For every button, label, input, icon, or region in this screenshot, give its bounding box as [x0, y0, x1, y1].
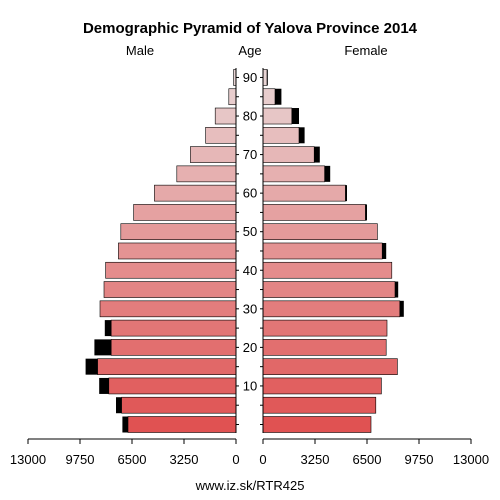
male-excess-25-29	[104, 320, 112, 337]
age-tick-label: 60	[243, 186, 257, 201]
male-bar-45-49	[118, 242, 237, 260]
female-bar-20-24	[262, 339, 387, 356]
male-x-tick-label: 13000	[10, 452, 46, 467]
female-bar-75-79	[262, 127, 300, 144]
male-excess-0-4	[122, 416, 128, 433]
age-label: Age	[238, 43, 261, 58]
female-bar-40-44	[262, 261, 393, 279]
male-excess-20-24	[94, 339, 112, 356]
female-x-tick-label: 6500	[353, 452, 382, 467]
bars-group	[85, 69, 404, 433]
female-bar-15-19	[262, 358, 398, 375]
female-bar-90+	[262, 69, 268, 86]
male-bar-35-39	[103, 281, 237, 298]
male-bar-30-34	[99, 300, 237, 318]
female-bar-55-59	[262, 204, 366, 221]
male-x-tick-label: 9750	[66, 452, 95, 467]
female-x-tick-label: 13000	[453, 452, 489, 467]
age-tick-label: 20	[243, 340, 257, 355]
female-bar-85-89	[262, 88, 276, 106]
female-bar-30-34	[262, 300, 401, 318]
axes-group: 10 20 30 40 50 60 70 80 90 13000 9750 6500 3250 0 0 325…	[10, 68, 489, 467]
female-excess-55-59	[365, 204, 367, 221]
age-tick-label: 50	[243, 224, 257, 239]
male-x-tick-label: 3250	[170, 452, 199, 467]
female-bar-60-64	[262, 184, 346, 202]
male-excess-15-19	[85, 358, 98, 375]
female-x-tick-label: 0	[259, 452, 266, 467]
male-bar-60-64	[154, 184, 237, 202]
age-tick-label: 40	[243, 263, 257, 278]
age-tick-label: 30	[243, 301, 257, 316]
female-bar-80-84	[262, 107, 293, 125]
female-excess-85-89	[275, 88, 282, 105]
source-label: www.iz.sk/RTR425	[195, 478, 305, 493]
female-excess-70-74	[314, 146, 320, 163]
male-bar-75-79	[205, 127, 237, 144]
age-tick-label: 90	[243, 70, 257, 85]
male-bar-80-84	[214, 107, 237, 125]
female-excess-60-64	[345, 185, 347, 202]
male-x-tick-label: 0	[232, 452, 239, 467]
male-bar-55-59	[133, 204, 237, 221]
female-excess-65-69	[324, 165, 331, 182]
female-label: Female	[344, 43, 387, 58]
female-excess-80-84	[291, 108, 299, 125]
male-bar-50-54	[120, 223, 237, 240]
male-bar-65-69	[176, 165, 237, 183]
female-x-tick-label: 3250	[301, 452, 330, 467]
male-bar-10-14	[108, 377, 237, 395]
female-bar-45-49	[262, 242, 383, 260]
male-excess-5-9	[116, 397, 122, 414]
female-excess-75-79	[299, 127, 305, 144]
female-bar-5-9	[262, 396, 377, 414]
male-bar-0-4	[127, 416, 237, 433]
female-bar-35-39	[262, 281, 396, 298]
female-bar-0-4	[262, 416, 372, 433]
male-excess-10-14	[99, 377, 109, 394]
female-bar-10-14	[262, 377, 382, 395]
female-bar-70-74	[262, 146, 315, 163]
male-x-tick-label: 6500	[118, 452, 147, 467]
female-excess-30-34	[399, 300, 404, 317]
age-tick-label: 80	[243, 109, 257, 124]
female-excess-90+	[267, 69, 268, 86]
female-bar-50-54	[262, 223, 378, 240]
female-excess-45-49	[382, 242, 387, 259]
male-bar-70-74	[190, 146, 237, 163]
female-bar-25-29	[262, 319, 388, 337]
male-label: Male	[126, 43, 154, 58]
female-x-tick-label: 9750	[405, 452, 434, 467]
chart-title: Demographic Pyramid of Yalova Province 2…	[83, 20, 418, 37]
male-bar-85-89	[228, 88, 237, 106]
female-excess-35-39	[395, 281, 399, 298]
age-tick-label: 70	[243, 147, 257, 162]
female-bar-65-69	[262, 165, 325, 183]
male-bar-40-44	[105, 261, 237, 279]
age-tick-label: 10	[243, 378, 257, 393]
male-bar-20-24	[110, 339, 237, 356]
male-bar-15-19	[97, 358, 237, 375]
male-bar-25-29	[110, 319, 237, 337]
male-bar-5-9	[121, 396, 237, 414]
